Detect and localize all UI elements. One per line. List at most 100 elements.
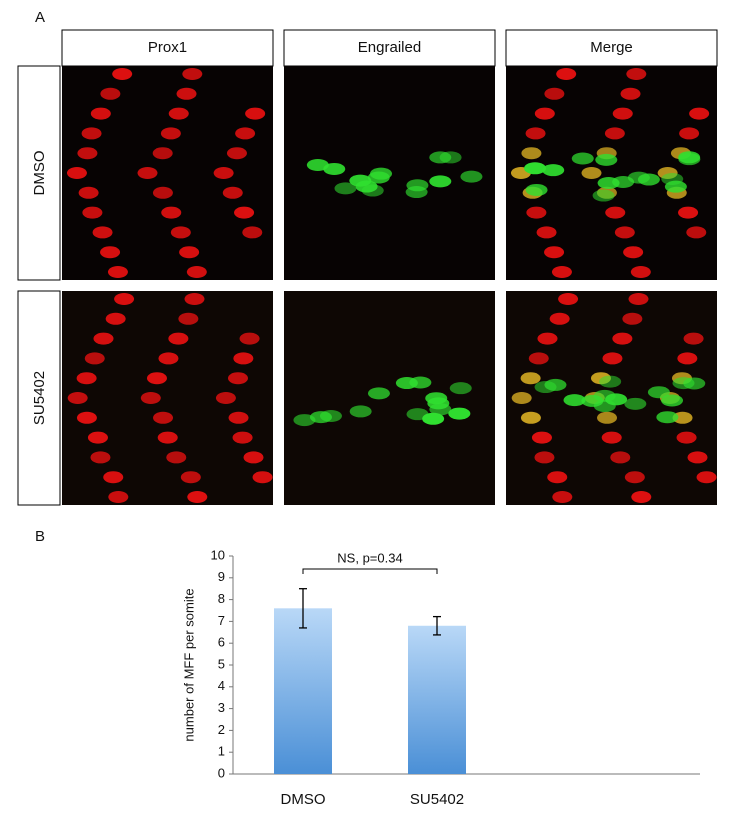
nucleus <box>112 68 133 80</box>
y-tick-label: 3 <box>218 700 225 715</box>
nucleus <box>664 180 687 193</box>
x-tick-label: SU5402 <box>410 791 464 808</box>
nucleus <box>623 246 644 259</box>
nucleus <box>605 206 626 219</box>
nucleus <box>252 471 273 484</box>
image-background <box>284 291 495 505</box>
nucleus <box>334 182 357 195</box>
nucleus <box>406 408 429 421</box>
nucleus <box>677 352 698 365</box>
y-tick-label: 10 <box>211 547 225 562</box>
nucleus <box>306 159 329 172</box>
nucleus <box>168 332 189 345</box>
nucleus <box>137 167 158 179</box>
y-tick-label: 7 <box>218 613 225 628</box>
nucleus <box>696 471 717 484</box>
nucleus <box>355 180 378 193</box>
nucleus <box>245 107 266 120</box>
nucleus <box>425 392 448 405</box>
nucleus <box>66 167 87 179</box>
nucleus <box>672 411 693 424</box>
y-tick-label: 9 <box>218 569 225 584</box>
nucleus <box>601 431 622 444</box>
nucleus <box>103 471 124 484</box>
y-tick-label: 0 <box>218 765 225 780</box>
nucleus <box>67 392 88 404</box>
nucleus <box>534 381 557 394</box>
nucleus <box>525 127 546 140</box>
bar <box>274 608 332 774</box>
nucleus <box>76 372 97 385</box>
y-tick-label: 1 <box>218 744 225 759</box>
error-bar <box>299 588 307 629</box>
column-header-box <box>505 29 718 67</box>
nucleus <box>161 206 182 219</box>
nucleus <box>531 431 552 444</box>
nucleus <box>87 431 108 444</box>
micrograph <box>62 291 273 505</box>
nucleus <box>92 226 113 239</box>
nucleus <box>232 431 253 444</box>
nucleus <box>679 127 700 140</box>
nucleus <box>689 107 710 120</box>
panel-label: A <box>35 9 45 26</box>
y-tick-label: 5 <box>218 656 225 671</box>
nucleus <box>552 491 573 503</box>
nucleus <box>323 162 346 175</box>
nucleus <box>319 409 342 422</box>
nucleus <box>537 332 558 345</box>
column-header: Prox1 <box>148 39 187 56</box>
nucleus <box>78 186 99 199</box>
micrograph <box>284 291 495 505</box>
y-tick-label: 4 <box>218 678 225 693</box>
nucleus <box>602 352 623 365</box>
nucleus <box>152 147 173 160</box>
nucleus <box>406 179 429 192</box>
panel-a: Prox1 Engrailed Merge DMSO SU5402 <box>17 29 718 506</box>
nucleus <box>100 246 121 259</box>
nucleus <box>226 147 247 160</box>
nucleus <box>448 407 471 420</box>
nucleus <box>520 372 541 385</box>
column-header-box <box>61 29 274 67</box>
nucleus <box>534 451 555 464</box>
panel-label: B <box>35 528 45 545</box>
micrograph <box>284 66 495 280</box>
nucleus <box>239 332 260 345</box>
nucleus <box>687 451 708 464</box>
nucleus <box>534 107 555 120</box>
annotation: NS, p=0.34 <box>337 550 402 565</box>
row-header-box <box>17 65 61 281</box>
nucleus <box>676 431 697 444</box>
nucleus <box>592 189 615 202</box>
nucleus <box>429 175 452 188</box>
nucleus <box>661 394 684 407</box>
nucleus <box>524 162 547 175</box>
nucleus <box>178 312 199 325</box>
nucleus <box>627 171 650 184</box>
nucleus <box>630 266 651 278</box>
nucleus <box>76 411 97 424</box>
nucleus <box>526 206 547 219</box>
nucleus <box>626 68 647 80</box>
nucleus <box>624 471 645 484</box>
nucleus <box>153 411 174 424</box>
nucleus <box>90 107 111 120</box>
nucleus <box>647 386 670 399</box>
nucleus <box>612 107 633 120</box>
nucleus <box>242 226 263 239</box>
nucleus <box>542 164 565 177</box>
nucleus <box>622 312 643 325</box>
nucleus <box>152 186 173 199</box>
row-header-box <box>17 290 61 506</box>
nucleus <box>686 226 707 239</box>
significance-bracket <box>302 568 438 574</box>
row-header: DMSO <box>31 151 48 196</box>
nucleus <box>528 352 549 365</box>
nucleus <box>235 127 256 140</box>
nucleus <box>187 491 208 503</box>
micrograph <box>506 66 717 280</box>
nucleus <box>624 397 647 410</box>
nucleus <box>367 387 390 400</box>
